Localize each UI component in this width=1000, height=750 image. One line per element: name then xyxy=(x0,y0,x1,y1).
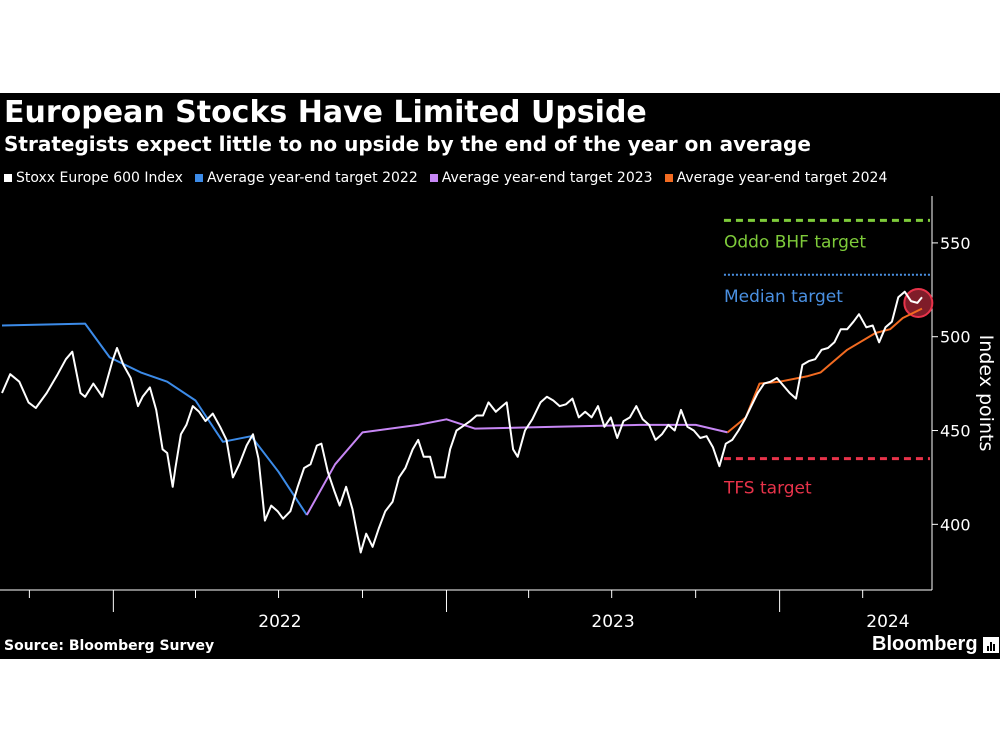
y-tick-label: 500 xyxy=(940,328,971,347)
y-axis-title: Index points xyxy=(975,335,997,452)
legend-label: Stoxx Europe 600 Index xyxy=(16,170,183,186)
y-tick-label: 550 xyxy=(940,234,971,253)
bloomberg-logo: Bloomberg xyxy=(872,633,999,656)
series-line xyxy=(1,322,308,516)
reference-label: Median target xyxy=(724,287,843,307)
source-note: Source: Bloomberg Survey xyxy=(4,638,215,654)
chart-subtitle: Strategists expect little to no upside b… xyxy=(4,132,811,156)
series-line xyxy=(305,418,728,516)
bars-icon xyxy=(982,636,999,653)
legend-label: Average year-end target 2022 xyxy=(206,170,418,186)
legend-swatch xyxy=(664,174,673,182)
reference-label: Oddo BHF target xyxy=(724,232,866,252)
legend-swatch xyxy=(194,174,203,182)
legend-item: Average year-end target 2024 xyxy=(664,170,888,186)
legend-item: Average year-end target 2023 xyxy=(429,170,653,186)
brand-name: Bloomberg xyxy=(872,633,978,655)
chart-svg: 400 450 500 550 Index points 2022 2023 2024 Oddo… xyxy=(0,196,997,632)
legend-swatch xyxy=(4,174,12,182)
reference-label: TFS target xyxy=(723,479,812,499)
legend-swatch xyxy=(429,174,438,182)
series-line xyxy=(726,307,923,434)
legend-label: Average year-end target 2024 xyxy=(676,170,888,186)
legend-item: Average year-end target 2022 xyxy=(194,170,418,186)
y-tick-label: 450 xyxy=(940,422,971,441)
chart-legend: Stoxx Europe 600 Index Average year-end t… xyxy=(4,170,887,186)
legend-item: Stoxx Europe 600 Index xyxy=(4,170,183,186)
x-tick-label: 2022 xyxy=(258,612,301,632)
chart-title: European Stocks Have Limited Upside xyxy=(4,95,647,130)
y-tick-label: 400 xyxy=(940,515,971,534)
series-line xyxy=(1,290,923,554)
legend-label: Average year-end target 2023 xyxy=(441,170,653,186)
chart-panel: European Stocks Have Limited Upside Stra… xyxy=(0,93,1000,659)
x-tick-label: 2023 xyxy=(591,612,634,632)
x-tick-label: 2024 xyxy=(866,612,909,632)
